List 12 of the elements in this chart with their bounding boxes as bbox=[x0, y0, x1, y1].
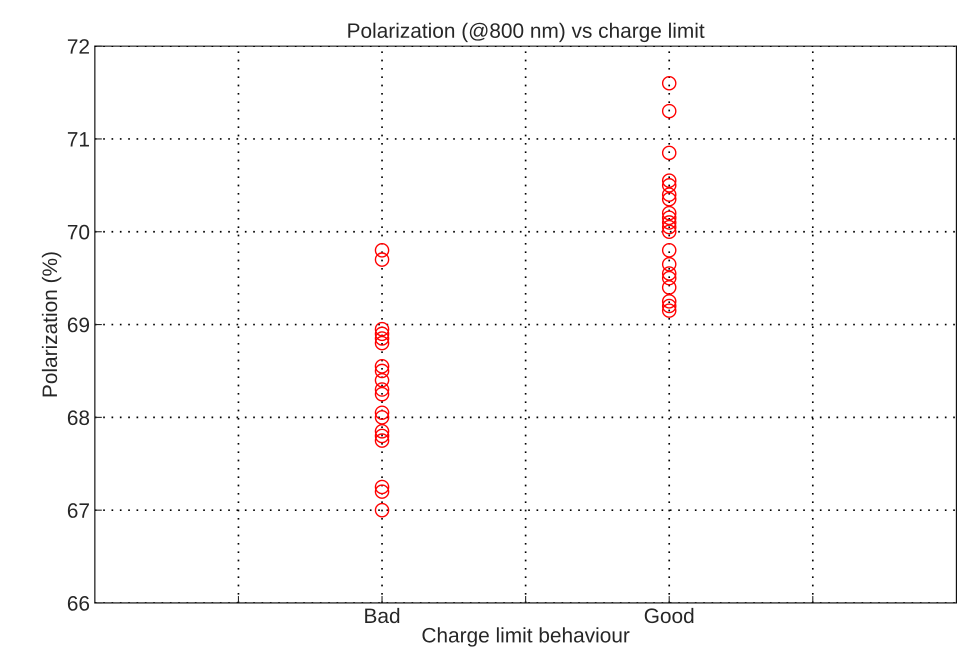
y-tick-label: 68 bbox=[68, 410, 90, 426]
y-tick-label: 67 bbox=[68, 503, 89, 518]
x-tick-label: Bad bbox=[365, 608, 400, 624]
y-tick-label: 69 bbox=[68, 318, 90, 332]
y-tick-label: 71 bbox=[68, 132, 89, 146]
y-tick-label: 72 bbox=[68, 39, 89, 54]
x-axis-title: Charge limit behaviour bbox=[422, 627, 630, 647]
x-tick-label: Good bbox=[644, 608, 694, 624]
y-tick-label: 70 bbox=[68, 224, 90, 240]
chart-title: Polarization (@800 nm) vs charge limit bbox=[348, 22, 705, 42]
y-tick-label: 66 bbox=[68, 596, 90, 611]
y-axis-title: Polarization (%) bbox=[42, 252, 62, 396]
